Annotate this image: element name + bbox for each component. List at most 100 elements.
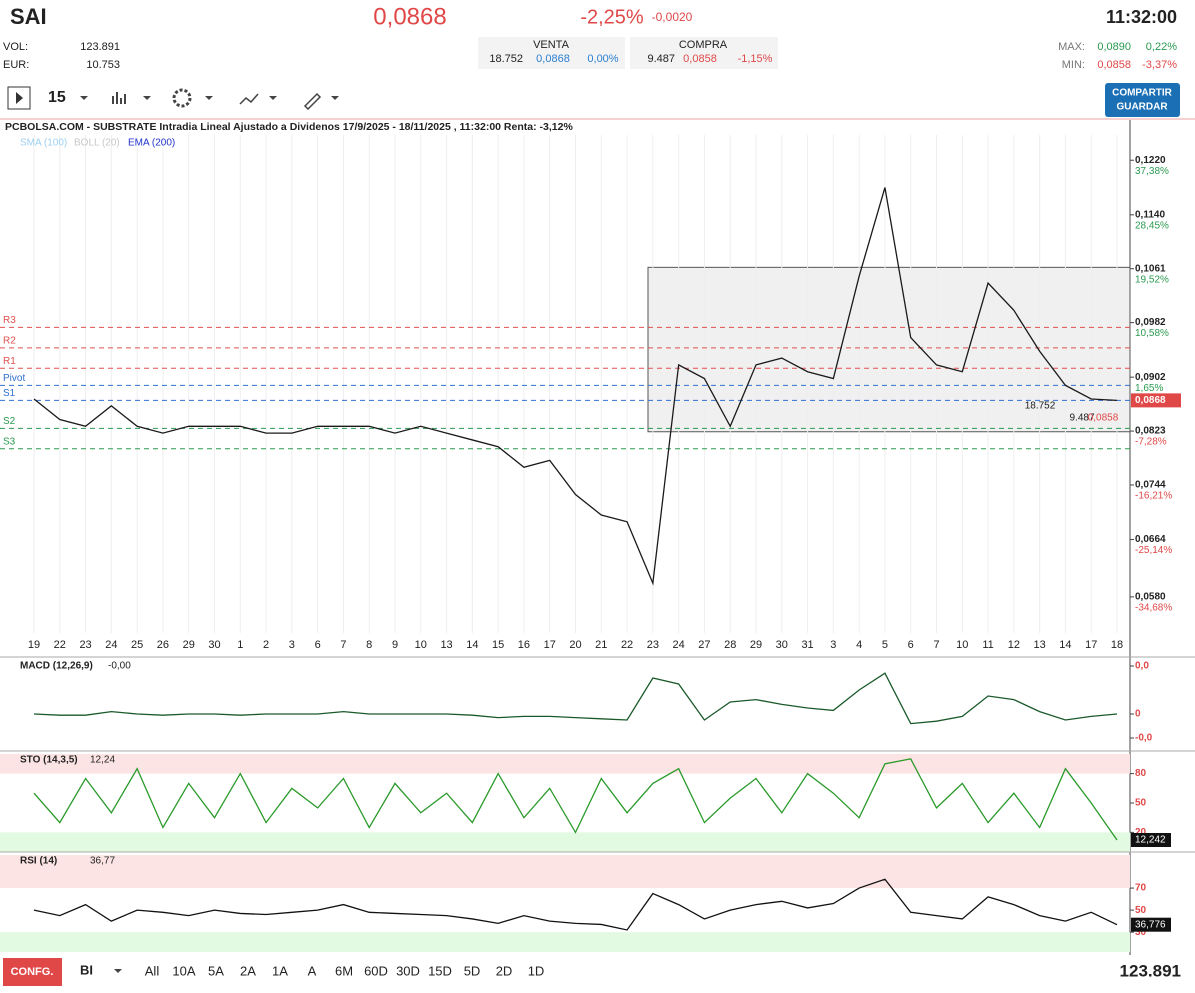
x-tick-label: 15 bbox=[492, 639, 504, 651]
y-tick-label: 0,0744 bbox=[1135, 480, 1166, 491]
x-tick-label: 6 bbox=[315, 639, 321, 651]
panel-title: MACD (12,26,9) bbox=[20, 661, 93, 672]
range-button[interactable]: 60D bbox=[364, 963, 388, 978]
y-tick-label: 20 bbox=[1135, 827, 1147, 838]
legend-entry: EMA (200) bbox=[128, 138, 175, 149]
vol: 123.891 bbox=[80, 41, 120, 53]
y-tick-label: 0,0580 bbox=[1135, 591, 1166, 602]
range-button[interactable]: 5D bbox=[464, 963, 481, 978]
x-tick-label: 8 bbox=[366, 639, 372, 651]
range-button[interactable]: 1D bbox=[528, 963, 545, 978]
oversold-band bbox=[0, 832, 1130, 852]
x-tick-label: 29 bbox=[183, 639, 195, 651]
eur: 10.753 bbox=[86, 59, 120, 71]
pivot-label: S2 bbox=[3, 416, 16, 427]
range-button[interactable]: 2A bbox=[240, 963, 256, 978]
pivot-label: R2 bbox=[3, 335, 16, 346]
play-button[interactable] bbox=[7, 86, 31, 110]
range-button[interactable]: 10A bbox=[172, 963, 195, 978]
y-tick-label: 0,0982 bbox=[1135, 317, 1166, 328]
pct-label: -25,14% bbox=[1135, 545, 1172, 556]
chart-type-icon[interactable] bbox=[112, 92, 126, 104]
pivot-label: R3 bbox=[3, 315, 16, 326]
pct-label: 10,58% bbox=[1135, 328, 1169, 339]
max: 0,0890 bbox=[1097, 41, 1131, 53]
panel-title: RSI (14) bbox=[20, 856, 57, 867]
range-button[interactable]: 30D bbox=[396, 963, 420, 978]
x-tick-label: 11 bbox=[982, 639, 993, 651]
y-tick-label: 0,0823 bbox=[1135, 426, 1166, 437]
macd-line bbox=[33, 672, 1118, 725]
pivot-label: Pivot bbox=[3, 373, 25, 384]
venta-pct: 0,00% bbox=[587, 53, 618, 65]
x-tick-label: 25 bbox=[131, 639, 143, 651]
pct-label: -16,21% bbox=[1135, 491, 1172, 502]
interval[interactable]: 15 bbox=[48, 89, 66, 106]
x-tick-label: 19 bbox=[28, 639, 40, 651]
x-tick-label: 10 bbox=[415, 639, 427, 651]
share-text: COMPARTIR bbox=[1112, 88, 1173, 99]
range-button[interactable]: 15D bbox=[428, 963, 452, 978]
x-tick-label: 30 bbox=[776, 639, 788, 651]
x-tick-label: 29 bbox=[750, 639, 762, 651]
mode[interactable]: BI bbox=[80, 962, 93, 977]
x-tick-label: 28 bbox=[724, 639, 736, 651]
mode-arrow[interactable] bbox=[114, 969, 122, 973]
x-tick-label: 23 bbox=[79, 639, 91, 651]
oversold-band bbox=[0, 932, 1130, 952]
y-tick-label: 50 bbox=[1135, 798, 1147, 809]
share-button[interactable] bbox=[1105, 83, 1180, 117]
footer-volume: 123.891 bbox=[1120, 961, 1181, 980]
save-text: GUARDAR bbox=[1116, 102, 1168, 113]
legend-entry: SMA (100) bbox=[20, 138, 67, 149]
x-tick-label: 17 bbox=[1085, 639, 1097, 651]
x-tick-label: 12 bbox=[1008, 639, 1020, 651]
x-tick-label: 13 bbox=[440, 639, 452, 651]
value-tag-label: 36,776 bbox=[1135, 919, 1166, 930]
change-abs: -0,0020 bbox=[652, 10, 693, 24]
range-button[interactable]: A bbox=[308, 963, 317, 978]
x-tick-label: 16 bbox=[518, 639, 530, 651]
range-button[interactable]: 6M bbox=[335, 963, 353, 978]
y-tick-label: 0 bbox=[1135, 709, 1141, 720]
range-button[interactable]: 2D bbox=[496, 963, 513, 978]
draw-icon[interactable] bbox=[303, 92, 322, 111]
config-text: CONFG. bbox=[11, 966, 54, 978]
x-tick-label: 23 bbox=[647, 639, 659, 651]
config-button[interactable] bbox=[3, 958, 62, 986]
y-tick-label: 70 bbox=[1135, 883, 1147, 894]
venta-price: 0,0868 bbox=[536, 53, 570, 65]
panel-current: -0,00 bbox=[108, 661, 131, 672]
price: 0,0868 bbox=[373, 3, 446, 30]
x-tick-label: 30 bbox=[208, 639, 220, 651]
compra-label: COMPRA bbox=[679, 39, 728, 51]
legend-entry: BOLL (20) bbox=[74, 138, 120, 149]
range-button[interactable]: 1A bbox=[272, 963, 288, 978]
x-tick-label: 13 bbox=[1034, 639, 1046, 651]
price-tag-label: 0,0868 bbox=[1135, 395, 1166, 406]
x-tick-label: 24 bbox=[105, 639, 117, 651]
range-button[interactable]: All bbox=[145, 963, 160, 978]
x-tick-label: 20 bbox=[569, 639, 581, 651]
venta-qty: 18.752 bbox=[489, 53, 523, 65]
dropdown-arrows[interactable] bbox=[80, 96, 339, 100]
range-button[interactable]: 5A bbox=[208, 963, 224, 978]
y-tick-label: 0,0664 bbox=[1135, 534, 1166, 545]
range-box bbox=[647, 266, 1131, 433]
panel-current: 36,77 bbox=[90, 856, 115, 867]
x-tick-label: 3 bbox=[289, 639, 295, 651]
x-tick-label: 5 bbox=[882, 639, 888, 651]
x-tick-label: 1 bbox=[237, 639, 243, 651]
x-tick-label: 18 bbox=[1111, 639, 1123, 651]
x-tick-label: 17 bbox=[544, 639, 556, 651]
value-tag bbox=[1131, 917, 1171, 932]
x-tick-label: 2 bbox=[263, 639, 269, 651]
overbought-band bbox=[0, 855, 1130, 889]
min: 0,0858 bbox=[1097, 59, 1131, 71]
indicator-icon[interactable] bbox=[239, 93, 259, 105]
play-icon bbox=[16, 92, 23, 104]
x-tick-label: 14 bbox=[1059, 639, 1071, 651]
settings-icon[interactable] bbox=[172, 88, 192, 108]
venta-box bbox=[478, 37, 625, 69]
